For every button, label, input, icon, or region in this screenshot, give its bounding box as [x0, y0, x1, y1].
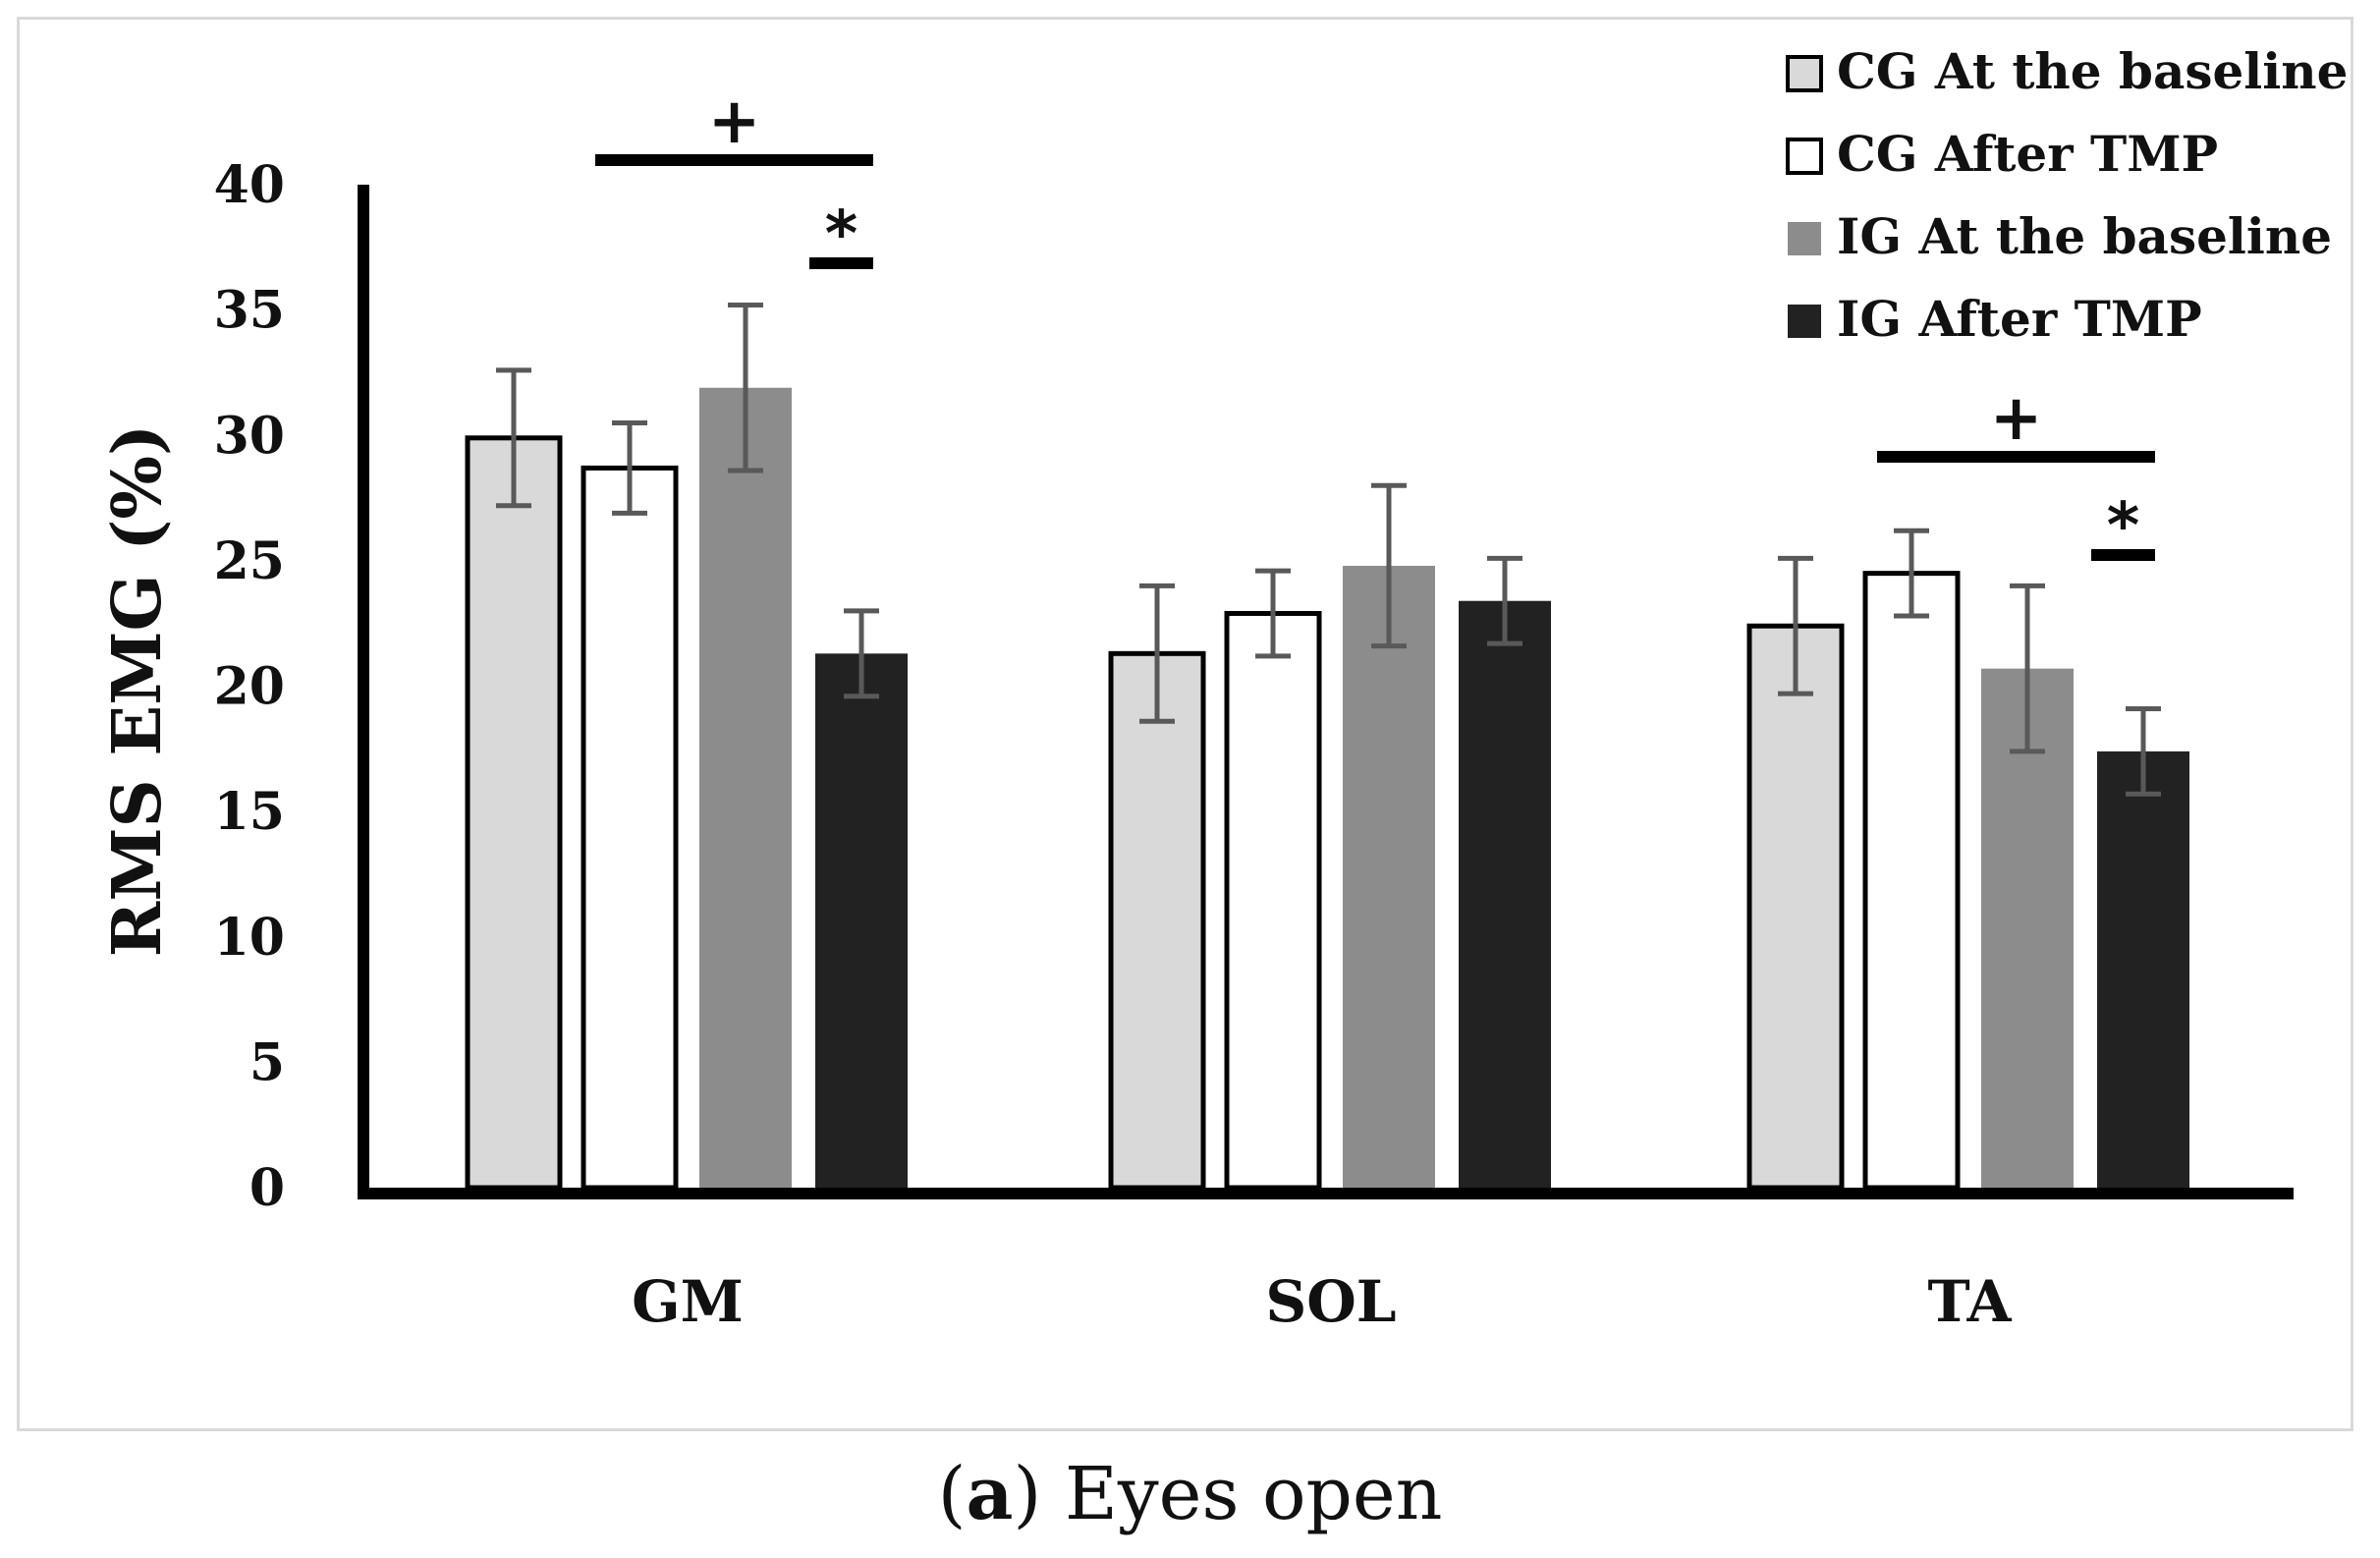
x-category-label: GM [632, 1268, 744, 1335]
legend-swatch [1788, 222, 1821, 255]
y-tick-label: 35 [214, 281, 285, 341]
caption-text: Eyes open [1064, 1452, 1443, 1536]
y-tick-label: 0 [249, 1158, 285, 1218]
legend-label: CG After TMP [1837, 125, 2218, 183]
bar-sol-0 [1108, 650, 1206, 1191]
y-tick-label: 20 [214, 657, 285, 717]
significance-mark: + [1990, 382, 2043, 455]
significance-mark: * [825, 198, 858, 271]
x-category-label: TA [1928, 1268, 2013, 1335]
caption-letter: a [966, 1452, 1014, 1536]
bar-ta-3 [2097, 751, 2189, 1188]
bar-gm-3 [815, 653, 908, 1188]
chart-frame [17, 17, 2353, 1431]
legend-label: CG At the baseline [1837, 42, 2348, 100]
legend-label: IG After TMP [1837, 290, 2202, 348]
bar-gm-1 [581, 465, 679, 1191]
category-labels-layer: GM SOL TA [632, 1268, 2012, 1335]
bars-layer [465, 303, 2189, 1191]
bar-sol-2 [1343, 565, 1435, 1188]
y-tick-label: 25 [214, 531, 285, 591]
bar-ta-0 [1746, 623, 1845, 1191]
y-tick-label: 40 [214, 155, 285, 215]
significance-mark: * [2107, 490, 2139, 563]
y-tick-label: 5 [249, 1032, 285, 1092]
y-ticks-layer: 0 5 10 15 20 25 30 35 40 [214, 155, 285, 1218]
bar-sol-3 [1459, 600, 1551, 1188]
legend-swatch [1788, 305, 1821, 338]
significance-mark: + [708, 85, 761, 158]
x-category-label: SOL [1265, 1268, 1396, 1335]
y-tick-label: 30 [214, 406, 285, 466]
bar-ta-1 [1862, 571, 1961, 1191]
y-tick-label: 10 [214, 908, 285, 968]
legend-label: IG At the baseline [1837, 207, 2332, 265]
significance-layer: + * + * [595, 85, 2155, 563]
legend-swatch [1786, 138, 1823, 175]
bar-gm-2 [699, 387, 792, 1188]
y-tick-label: 15 [214, 782, 285, 842]
bar-ta-2 [1981, 668, 2074, 1188]
y-axis-title: RMS EMG (%) [98, 424, 177, 957]
figure-caption: (a) Eyes open [937, 1452, 1443, 1536]
legend: CG At the baseline CG After TMP IG At the … [1786, 42, 2348, 348]
bar-gm-0 [465, 435, 563, 1191]
legend-swatch [1786, 55, 1823, 92]
bar-sol-1 [1224, 610, 1322, 1191]
axes-layer [358, 185, 2294, 1199]
